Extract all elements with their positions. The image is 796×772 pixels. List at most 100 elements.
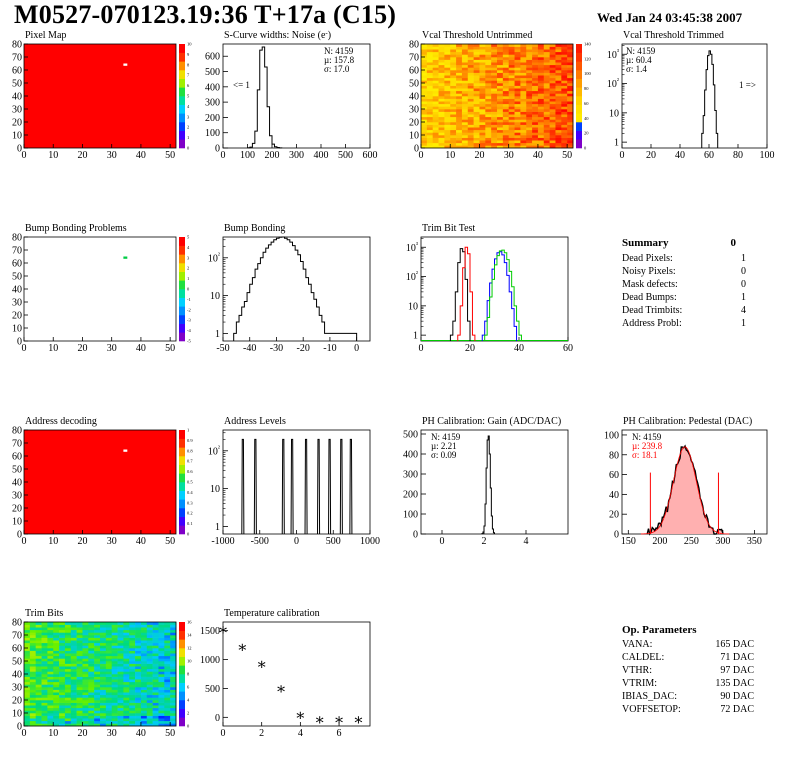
heatmap-cell [29, 648, 36, 651]
heatmap-cell [514, 96, 521, 99]
heatmap-cell [170, 674, 177, 677]
x-tick-label: 10 [445, 150, 455, 161]
heatmap-cell [426, 109, 433, 112]
heatmap-cell [491, 64, 498, 68]
heatmap-cell [485, 67, 492, 71]
heatmap-cell [485, 103, 492, 107]
heatmap-cell [514, 85, 521, 89]
heatmap-cell [479, 64, 486, 68]
heatmap-cell [111, 720, 118, 724]
heatmap-cell [24, 642, 31, 646]
heatmap-cell [508, 72, 515, 76]
heatmap-cell [491, 57, 498, 60]
x-tick-label: 30 [107, 728, 117, 739]
y-tick-label: 40 [409, 92, 419, 103]
heatmap-cell [532, 96, 539, 99]
heatmap-cell [29, 663, 36, 667]
heatmap-cell [35, 676, 42, 680]
heatmap-cell [537, 85, 545, 89]
heatmap-cell [520, 88, 527, 92]
summary-table: Summary 0 Dead Pixels: 1 Noisy Pixels: 0 Mas… [622, 237, 748, 337]
heatmap-cell [497, 135, 504, 138]
heatmap-cell [438, 103, 445, 107]
heatmap-cell [111, 713, 118, 716]
heatmap-cell [520, 142, 527, 146]
heatmap-cell [140, 650, 148, 654]
heatmap-cell [170, 624, 177, 628]
heatmap-cell [117, 684, 124, 688]
heatmap-cell [94, 668, 101, 672]
heatmap-cell [64, 666, 72, 670]
heatmap-cell [456, 80, 463, 84]
heatmap-cell [70, 700, 77, 703]
heatmap-cell [444, 103, 451, 107]
heatmap-cell [549, 75, 556, 79]
heatmap-cell [444, 57, 451, 60]
heatmap-cell [82, 674, 89, 677]
heatmap-cell [467, 83, 474, 86]
heatmap-cell [105, 650, 112, 654]
heatmap-cell [438, 67, 445, 71]
heatmap-cell [135, 713, 142, 716]
heatmap-cell [111, 642, 118, 646]
heatmap-cell [64, 718, 72, 722]
heatmap-cell [70, 713, 77, 716]
heatmap-cell [47, 622, 54, 625]
heatmap-cell [473, 83, 480, 86]
heatmap-cell [82, 681, 89, 685]
heatmap-cell [543, 70, 550, 73]
heatmap-cell [526, 51, 533, 55]
heatmap-cell [444, 54, 451, 58]
heatmap-cell [53, 642, 60, 646]
x-tick-label: 30 [107, 343, 117, 354]
heatmap-cell [82, 624, 89, 628]
heatmap-cell [82, 645, 89, 649]
heatmap-cell [502, 75, 509, 79]
heatmap-cell [117, 702, 124, 706]
heatmap-cell [53, 658, 60, 662]
heatmap-cell [59, 658, 66, 662]
heatmap-cell [170, 658, 177, 662]
heatmap-cell [47, 715, 54, 719]
heatmap-cell [152, 642, 159, 646]
heatmap-cell [100, 720, 107, 724]
heatmap-cell [53, 661, 60, 664]
heatmap-cell [426, 135, 433, 138]
heatmap-cell [567, 57, 574, 60]
heatmap-cell [94, 640, 101, 644]
heatmap-cell [456, 103, 463, 107]
heatmap-cell [555, 44, 562, 47]
heatmap-cell [426, 75, 433, 79]
heatmap-cell [456, 49, 463, 53]
heatmap-cell [502, 116, 509, 120]
heatmap-cell [514, 46, 521, 50]
y-tick-label: 20 [12, 311, 22, 322]
heatmap-cell [82, 718, 89, 722]
heatmap-cell [170, 679, 177, 683]
summary-value: 1 [741, 292, 746, 303]
heatmap-cell [467, 101, 474, 105]
heatmap-cell [514, 122, 521, 125]
bump-bonding-problems-title: Bump Bonding Problems [25, 223, 127, 234]
x-tick-label: 350 [747, 536, 762, 547]
heatmap-cell [426, 142, 433, 146]
heatmap-cell [158, 671, 165, 675]
heatmap-cell [438, 54, 445, 58]
heatmap-cell [520, 109, 527, 112]
heatmap-cell [53, 635, 60, 638]
heatmap-cell [70, 715, 77, 719]
heatmap-cell [29, 702, 36, 706]
heatmap-cell [549, 103, 556, 107]
heatmap-cell [473, 80, 480, 84]
heatmap-cell [526, 93, 533, 97]
heatmap-cell [467, 127, 474, 131]
heatmap-cell [59, 645, 66, 649]
heatmap-cell [508, 59, 515, 63]
heatmap-cell [146, 650, 153, 654]
heatmap-cell [41, 700, 48, 703]
heatmap-cell [456, 59, 463, 63]
heatmap-cell [502, 54, 509, 58]
heatmap-cell [450, 77, 457, 81]
heatmap-cell [555, 124, 562, 128]
heatmap-cell [432, 51, 439, 55]
